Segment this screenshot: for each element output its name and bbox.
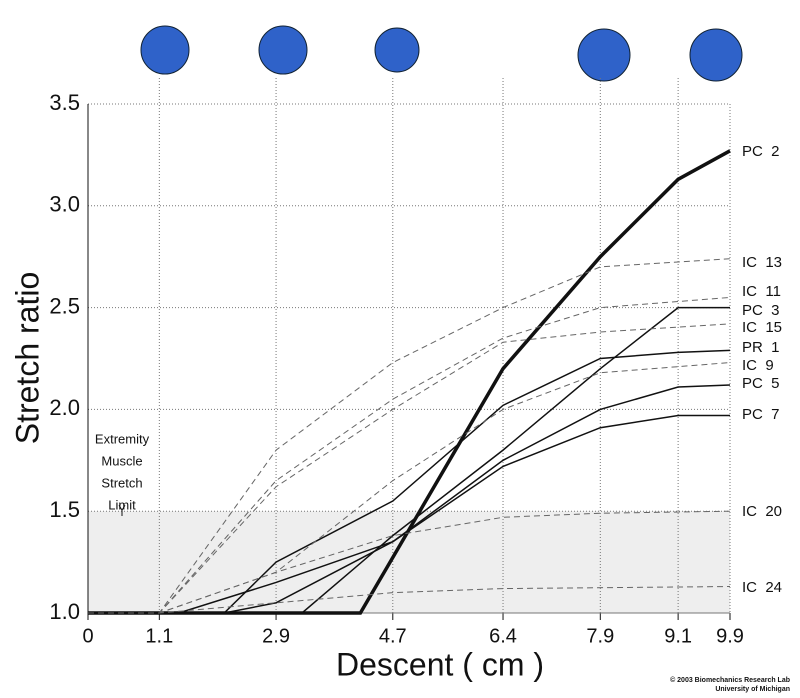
series-label: PC 2 bbox=[742, 143, 780, 160]
x-tick-label: 7.9 bbox=[586, 625, 614, 647]
y-tick-label: 2.5 bbox=[49, 293, 80, 318]
eye-icons bbox=[140, 25, 743, 82]
eye-icon bbox=[258, 25, 308, 75]
annotation: Muscle bbox=[101, 453, 142, 468]
x-tick-label: 9.9 bbox=[716, 625, 744, 647]
y-axis-label: Stretch ratio bbox=[9, 272, 45, 445]
eye-icon bbox=[577, 28, 631, 82]
x-tick-label: 0 bbox=[82, 625, 93, 647]
x-tick-label: 1.1 bbox=[145, 625, 173, 647]
series-line bbox=[88, 349, 731, 614]
x-tick-label: 9.1 bbox=[664, 625, 692, 647]
annotation-arrow bbox=[118, 504, 126, 516]
eye-icon bbox=[689, 28, 743, 82]
x-tick-label: 4.7 bbox=[379, 625, 407, 647]
credit: © 2003 Biomechanics Research Lab bbox=[670, 676, 790, 684]
series-label: PC 5 bbox=[742, 375, 780, 392]
y-tick-label: 2.0 bbox=[49, 395, 80, 420]
x-tick-label: 6.4 bbox=[489, 625, 517, 647]
series-label: IC 20 bbox=[742, 503, 782, 520]
annotation: Stretch bbox=[101, 475, 142, 490]
series-line bbox=[88, 414, 730, 614]
eye-icon bbox=[374, 27, 420, 73]
x-tick-label: 2.9 bbox=[262, 625, 290, 647]
series-line bbox=[88, 586, 731, 614]
series-label: IC 15 bbox=[742, 319, 782, 336]
series-label: IC 24 bbox=[742, 579, 782, 596]
credit: University of Michigan bbox=[715, 686, 790, 693]
series-line bbox=[88, 306, 730, 614]
y-tick-label: 3.5 bbox=[49, 90, 80, 115]
x-axis-label: Descent ( cm ) bbox=[336, 646, 544, 682]
series-line bbox=[88, 149, 731, 615]
y-tick-label: 1.5 bbox=[49, 497, 80, 522]
series-label: IC 9 bbox=[742, 357, 774, 374]
annotation: Limit bbox=[108, 497, 136, 512]
y-tick-label: 3.0 bbox=[49, 192, 80, 217]
series-label: PR 1 bbox=[742, 339, 780, 356]
y-tick-label: 1.0 bbox=[49, 599, 80, 624]
series-label: IC 13 bbox=[742, 254, 782, 271]
series-line bbox=[88, 384, 731, 614]
series-label: PC 7 bbox=[742, 406, 780, 423]
annotation: Extremity bbox=[95, 431, 150, 446]
series-label: PC 3 bbox=[742, 302, 780, 319]
series-label: IC 11 bbox=[742, 283, 781, 300]
eye-icon bbox=[140, 25, 190, 75]
